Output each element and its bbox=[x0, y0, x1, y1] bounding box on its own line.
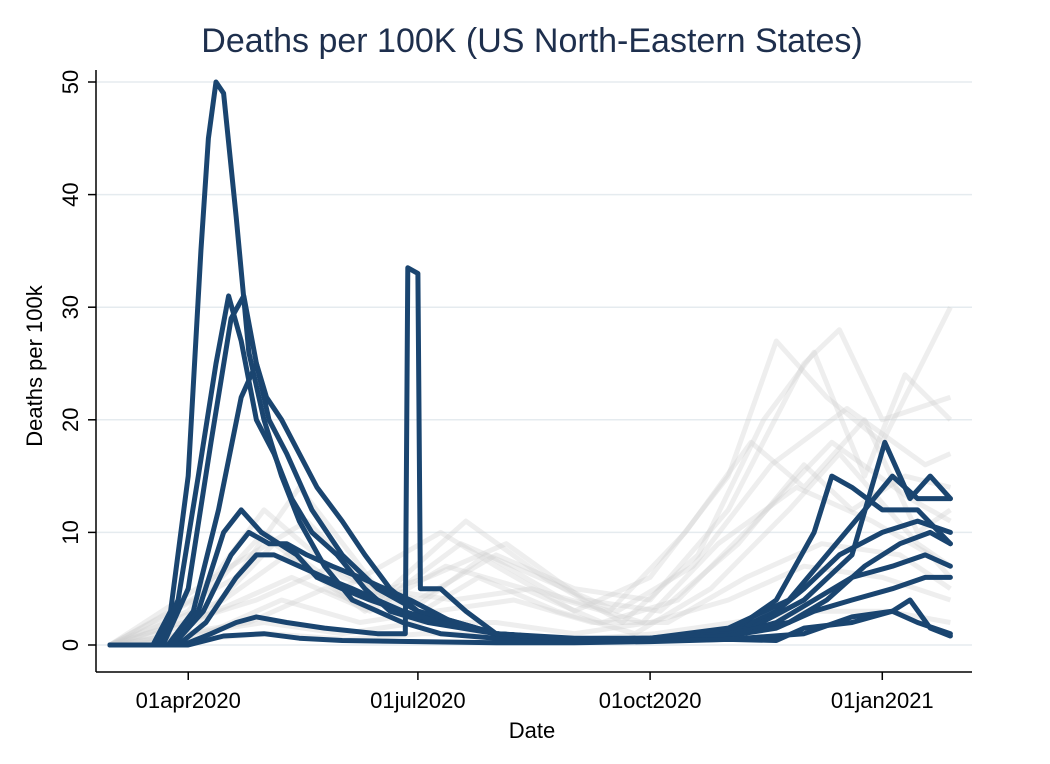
y-tick-label: 30 bbox=[58, 295, 83, 319]
highlight-series-line bbox=[107, 529, 953, 648]
highlight-series-line bbox=[107, 608, 953, 648]
background-series-line bbox=[109, 439, 952, 648]
x-tick-label: 01apr2020 bbox=[136, 688, 241, 713]
x-tick-label: 01jul2020 bbox=[370, 688, 465, 713]
highlight-series-line bbox=[107, 293, 953, 648]
y-tick-label: 20 bbox=[58, 408, 83, 432]
background-series-line bbox=[108, 406, 952, 648]
y-axis-label: Deaths per 100k bbox=[22, 284, 47, 446]
background-series-line bbox=[109, 349, 953, 648]
highlight-series-line bbox=[107, 265, 953, 648]
y-tick-label: 10 bbox=[58, 520, 83, 544]
highlight-series-line bbox=[107, 552, 953, 648]
x-axis-label: Date bbox=[509, 718, 555, 743]
highlight-series-layer bbox=[107, 79, 953, 648]
y-tick-label: 0 bbox=[58, 639, 83, 651]
background-series-line bbox=[109, 451, 952, 648]
background-series-line bbox=[109, 484, 953, 648]
y-tick-label: 50 bbox=[58, 70, 83, 94]
background-series-line bbox=[109, 327, 952, 648]
chart-title: Deaths per 100K (US North-Eastern States… bbox=[201, 22, 862, 60]
axis-layer: 0 10 20 30 40 50 01apr2020 01jul2020 01oct2020 01… bbox=[58, 70, 972, 713]
grid-layer bbox=[96, 81, 972, 646]
x-tick-label: 01oct2020 bbox=[599, 688, 702, 713]
x-tick-label: 01jan2021 bbox=[831, 688, 934, 713]
y-tick-label: 40 bbox=[58, 182, 83, 206]
